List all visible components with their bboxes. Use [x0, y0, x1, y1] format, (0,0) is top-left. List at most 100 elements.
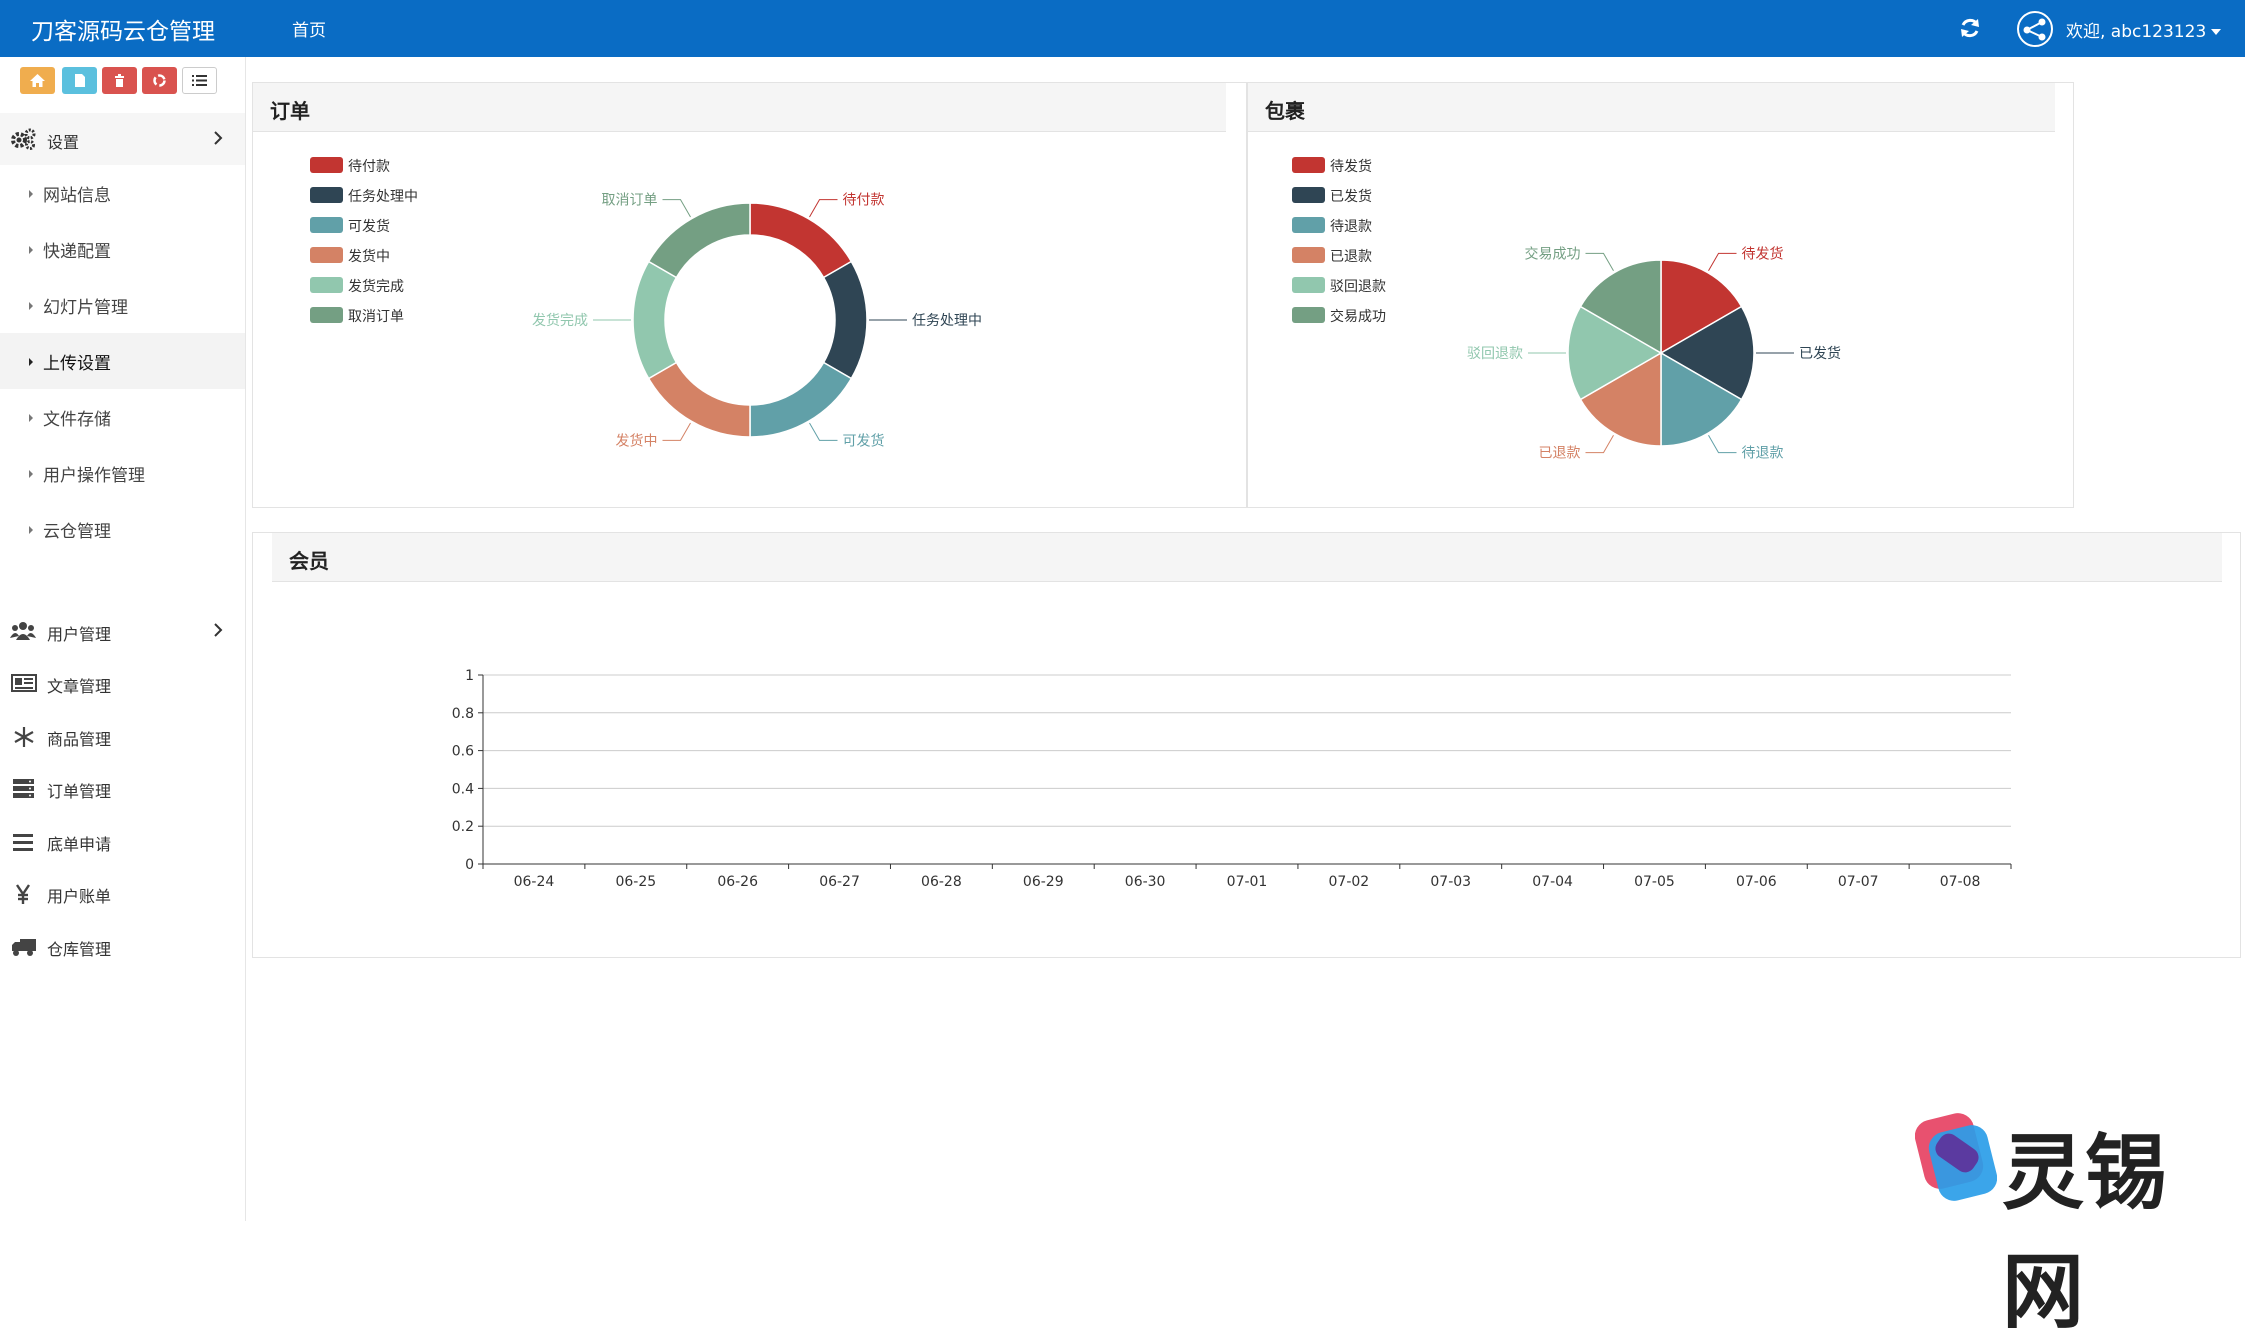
sidebar-subitem-5[interactable]: 用户操作管理	[0, 445, 245, 501]
chevron-right-icon	[214, 623, 223, 637]
packages-slice[interactable]	[1659, 305, 1755, 401]
sidebar-subitem-6[interactable]: 云仓管理	[0, 501, 245, 557]
user-avatar-icon[interactable]	[2016, 10, 2054, 48]
packages-legend-item[interactable]: 待退款	[1292, 215, 1512, 235]
orders-legend-item[interactable]: 发货中	[310, 245, 530, 265]
packages-legend-item[interactable]: 已退款	[1292, 245, 1512, 265]
legend-swatch	[310, 247, 343, 263]
packages-legend-item[interactable]: 待发货	[1292, 155, 1512, 175]
x-tick-label: 06-28	[921, 874, 962, 890]
y-tick-label: 0.2	[452, 819, 474, 835]
file-icon	[75, 74, 85, 87]
legend-label: 任务处理中	[348, 189, 418, 205]
sidebar-item-articles[interactable]: 文章管理	[0, 657, 245, 709]
x-tick-label: 06-29	[1023, 874, 1064, 890]
sidebar-subitem-2[interactable]: 幻灯片管理	[0, 277, 245, 333]
y-tick-label: 1	[465, 668, 474, 684]
brand-title[interactable]: 刀客源码云仓管理	[31, 19, 215, 45]
packages-leader-line	[1585, 252, 1614, 271]
orders-slice[interactable]	[822, 260, 868, 380]
sidebar-subitem-0[interactable]: 网站信息	[0, 165, 245, 221]
sidebar-item-label: 商品管理	[47, 730, 112, 749]
packages-slice-label: 驳回退款	[1467, 346, 1523, 362]
recycle-icon	[153, 74, 166, 87]
legend-label: 已退款	[1330, 249, 1372, 265]
packages-panel-header: 包裹	[1248, 83, 2055, 132]
packages-slice[interactable]	[1579, 259, 1662, 355]
packages-slice-label: 待发货	[1742, 245, 1784, 262]
legend-swatch	[310, 307, 343, 323]
delete-shortcut-button[interactable]	[102, 67, 137, 94]
home-shortcut-button[interactable]	[20, 67, 55, 94]
yen-icon	[16, 884, 30, 904]
sidebar-item-user-bills[interactable]: 用户账单	[0, 867, 245, 919]
sidebar-subitem-1[interactable]: 快递配置	[0, 221, 245, 277]
sidebar-group-settings[interactable]: 设置	[0, 113, 245, 165]
gears-icon	[11, 128, 36, 150]
y-tick-label: 0.6	[452, 744, 474, 760]
top-navbar: 刀客源码云仓管理 首页 欢迎, abc123123	[0, 0, 2245, 57]
x-tick-label: 07-01	[1227, 874, 1268, 890]
caret-down-icon	[2211, 29, 2222, 35]
y-tick-label: 0	[465, 857, 474, 873]
legend-label: 可发货	[348, 219, 390, 235]
sidebar-group-user-management-label: 用户管理	[47, 625, 112, 644]
packages-legend-item[interactable]: 交易成功	[1292, 305, 1512, 325]
orders-slice[interactable]	[632, 260, 678, 380]
sidebar-subitem-3[interactable]: 上传设置	[0, 333, 245, 389]
legend-swatch	[310, 217, 343, 233]
sidebar-item-orders[interactable]: 订单管理	[0, 762, 245, 814]
legend-label: 驳回退款	[1330, 279, 1386, 295]
packages-slice[interactable]	[1660, 259, 1743, 355]
packages-legend-item[interactable]: 已发货	[1292, 185, 1512, 205]
sidebar-item-products[interactable]: 商品管理	[0, 710, 245, 762]
legend-swatch	[310, 187, 343, 203]
orders-legend-item[interactable]: 取消订单	[310, 305, 530, 325]
sidebar-item-label: 用户账单	[47, 887, 112, 906]
sidebar-item-warehouse[interactable]: 仓库管理	[0, 920, 245, 972]
legend-label: 交易成功	[1330, 309, 1386, 325]
orders-slice[interactable]	[749, 361, 853, 438]
list-icon	[192, 75, 207, 86]
x-tick-label: 07-04	[1532, 874, 1573, 890]
legend-label: 待付款	[348, 159, 390, 175]
packages-slice-label: 已发货	[1799, 345, 1841, 362]
watermark-logo: 灵锡网	[1915, 1110, 2230, 1340]
x-tick-label: 06-25	[615, 874, 656, 890]
orders-legend-item[interactable]: 任务处理中	[310, 185, 530, 205]
legend-label: 待退款	[1330, 219, 1372, 235]
page-shortcut-button[interactable]	[62, 67, 97, 94]
orders-slice[interactable]	[647, 361, 751, 438]
legend-label: 待发货	[1330, 159, 1372, 175]
server-icon	[13, 779, 34, 798]
recycle-shortcut-button[interactable]	[142, 67, 177, 94]
x-tick-label: 07-07	[1838, 874, 1879, 890]
orders-panel-title: 订单	[270, 99, 310, 123]
user-menu-toggle[interactable]: 欢迎, abc123123	[2066, 17, 2222, 42]
legend-swatch	[1292, 277, 1325, 293]
sidebar: 设置 网站信息 快递配置 幻灯片管理 上传设置 文件存储 用户操作管理 云仓管理 用户管理 …	[0, 57, 246, 1221]
sidebar-group-user-management[interactable]: 用户管理	[0, 605, 245, 657]
caret-right-icon	[29, 246, 33, 254]
orders-slice[interactable]	[749, 202, 853, 279]
sidebar-item-waybill-request[interactable]: 底单申请	[0, 815, 245, 867]
orders-slice[interactable]	[647, 202, 751, 279]
packages-legend-item[interactable]: 驳回退款	[1292, 275, 1512, 295]
list-shortcut-button[interactable]	[182, 67, 217, 94]
sidebar-group-settings-label: 设置	[47, 133, 80, 152]
sidebar-subitem-4[interactable]: 文件存储	[0, 389, 245, 445]
truck-icon	[12, 939, 36, 956]
legend-label: 取消订单	[348, 309, 404, 325]
legend-label: 已发货	[1330, 189, 1372, 205]
legend-swatch	[1292, 157, 1325, 173]
nav-home-link[interactable]: 首页	[292, 21, 326, 41]
orders-legend-item[interactable]: 可发货	[310, 215, 530, 235]
packages-slice[interactable]	[1579, 351, 1662, 447]
packages-slice[interactable]	[1660, 351, 1743, 447]
orders-legend-item[interactable]: 待付款	[310, 155, 530, 175]
refresh-icon[interactable]	[1957, 15, 1983, 41]
packages-slice[interactable]	[1567, 305, 1663, 401]
home-icon	[30, 74, 45, 87]
orders-legend-item[interactable]: 发货完成	[310, 275, 530, 295]
